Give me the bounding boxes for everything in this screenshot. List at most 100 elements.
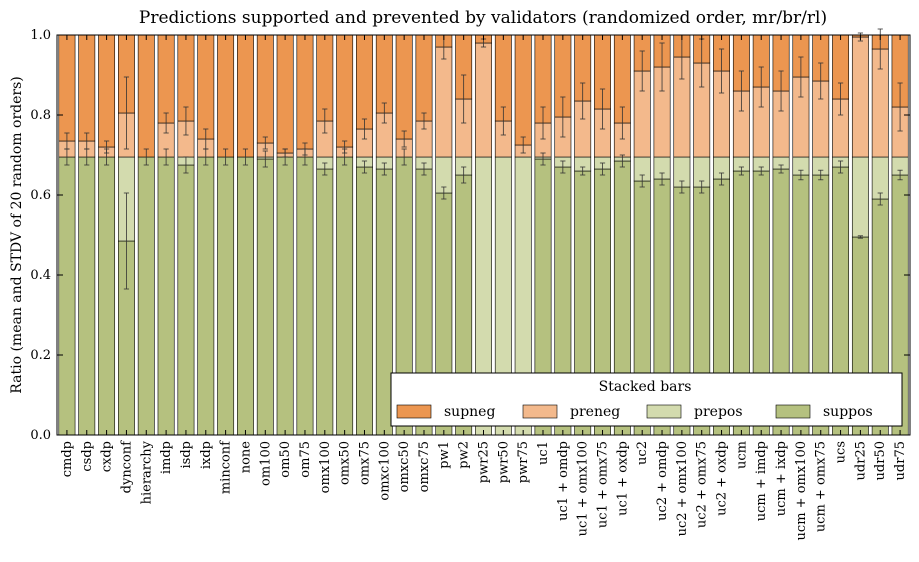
legend-swatch-supneg: [396, 404, 432, 419]
bar-suppos: [177, 164, 195, 436]
y-tick-label: 0.6: [30, 188, 51, 203]
bar-suppos: [276, 156, 294, 436]
y-tick-label: 0.0: [30, 428, 51, 443]
x-tick-label: isdp: [179, 441, 194, 468]
x-tick-label: udr25: [853, 441, 868, 480]
x-tick-label: uc2 + oxdp: [715, 441, 730, 516]
x-tick-label: omxc75: [417, 441, 432, 492]
bar-suppos: [356, 166, 373, 436]
legend-label-supneg: supneg: [444, 404, 495, 420]
legend-title: Stacked bars: [599, 379, 692, 395]
x-tick-label: none: [238, 441, 253, 474]
y-tick-label: 0.8: [30, 108, 51, 123]
legend: Stacked bars supneg preneg prepos suppos: [390, 372, 903, 427]
bars-layer: [58, 34, 909, 436]
x-tick-label: ucm: [734, 441, 749, 469]
x-axis: cmdp csdp cxdp dynconf hierarchy imdp isdp ixdp…: [60, 35, 908, 540]
x-tick-label: hierarchy: [139, 440, 154, 504]
error-bars-layer: [64, 28, 903, 290]
bar-supneg: [395, 34, 413, 140]
bar-supneg: [137, 34, 155, 158]
x-tick-label: om50: [278, 441, 293, 478]
y-tick-label: 0.4: [30, 268, 51, 283]
x-tick-label: pw1: [437, 441, 452, 469]
legend-swatch-suppos: [775, 404, 811, 419]
bar-supneg: [157, 34, 175, 124]
x-tick-label: dynconf: [119, 440, 134, 494]
y-tick-label: 1.0: [30, 28, 51, 43]
x-tick-label: uc2 + omdp: [655, 441, 670, 521]
bar-suppos: [237, 156, 254, 436]
x-tick-label: uc2 + omx75: [695, 441, 710, 528]
x-tick-label: ixdp: [199, 441, 214, 469]
x-tick-label: omx100: [318, 441, 333, 493]
bar-supneg: [98, 34, 116, 148]
legend-label-suppos: suppos: [823, 404, 873, 420]
x-tick-label: uc1: [536, 441, 551, 465]
x-tick-label: minconf: [219, 440, 234, 494]
bar-suppos: [98, 156, 116, 436]
bar-supneg: [415, 34, 433, 122]
bar-preneg: [435, 46, 453, 158]
bar-prepos: [851, 156, 869, 238]
x-tick-label: uc1 + omx75: [596, 441, 611, 528]
x-tick-label: pwr75: [516, 441, 531, 483]
x-tick-label: ucm + omx75: [814, 441, 829, 532]
bar-preneg: [851, 36, 869, 158]
legend-box: [390, 372, 903, 427]
x-tick-label: pw2: [457, 441, 472, 469]
x-tick-label: cmdp: [60, 441, 75, 477]
bar-supneg: [78, 34, 96, 142]
x-tick-label: omxc50: [397, 441, 412, 492]
bar-suppos: [217, 156, 235, 436]
bar-suppos: [296, 156, 314, 436]
bar-supneg: [58, 34, 76, 142]
x-tick-label: ucm + imdp: [754, 441, 769, 521]
bar-suppos: [316, 168, 334, 436]
x-tick-label: csdp: [80, 441, 95, 472]
legend-swatch-prepos: [646, 404, 682, 419]
x-tick-label: uc2: [635, 441, 650, 465]
bar-supneg: [256, 34, 274, 144]
x-tick-label: ucm + omx100: [794, 441, 809, 540]
x-tick-label: uc1 + omx100: [576, 441, 591, 536]
x-tick-label: udr50: [873, 441, 888, 480]
bar-supneg: [197, 34, 215, 140]
bar-supneg: [356, 34, 373, 130]
x-tick-label: cxdp: [100, 441, 115, 472]
bar-supneg: [276, 34, 294, 154]
y-axis-label: Ratio (mean and STDV of 20 random orders…: [9, 76, 25, 393]
x-tick-label: uc2 + omx100: [675, 441, 690, 536]
bar-supneg: [316, 34, 334, 122]
bar-supneg: [217, 34, 235, 158]
bar-suppos: [58, 156, 76, 436]
bar-suppos: [78, 156, 96, 436]
x-tick-label: ucm + ixdp: [774, 441, 789, 516]
x-tick-label: udr75: [893, 441, 908, 480]
y-axis: 0.0 0.2 0.4 0.6 0.8 1.0: [30, 28, 910, 443]
x-tick-label: omxc100: [377, 441, 392, 501]
x-tick-label: imdp: [159, 441, 174, 474]
x-tick-label: ucs: [834, 441, 849, 463]
legend-label-preneg: preneg: [570, 404, 620, 420]
x-tick-label: uc1 + oxdp: [615, 441, 630, 516]
bar-suppos: [137, 156, 155, 436]
bar-suppos: [157, 156, 175, 436]
bar-supneg: [237, 34, 254, 158]
bar-suppos: [336, 156, 354, 436]
bar-suppos: [197, 156, 215, 436]
x-tick-label: om100: [258, 441, 273, 486]
bar-supneg: [296, 34, 314, 150]
x-tick-label: pwr50: [496, 441, 511, 483]
x-tick-label: omx50: [338, 441, 353, 485]
legend-swatch-preneg: [522, 404, 558, 419]
chart-title: Predictions supported and prevented by v…: [139, 8, 827, 28]
bar-supneg: [336, 34, 354, 148]
legend-label-prepos: prepos: [694, 404, 743, 420]
y-tick-label: 0.2: [30, 348, 51, 363]
bar-supneg: [375, 34, 393, 114]
x-tick-label: om75: [298, 441, 313, 478]
bar-preneg: [475, 42, 492, 158]
x-tick-label: uc1 + omdp: [556, 441, 571, 521]
